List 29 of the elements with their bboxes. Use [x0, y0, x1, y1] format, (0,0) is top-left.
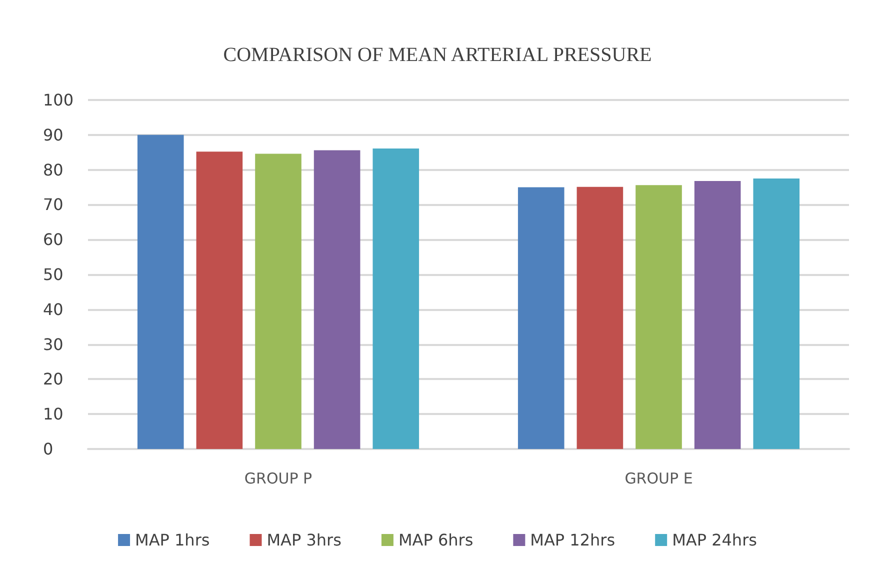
- x-tick-label: GROUP E: [624, 470, 693, 488]
- bar: [694, 180, 741, 449]
- legend-label: MAP 12hrs: [530, 530, 616, 550]
- bar: [255, 154, 302, 449]
- bar: [636, 185, 682, 449]
- legend-label: MAP 24hrs: [672, 530, 757, 550]
- legend-label: MAP 6hrs: [398, 530, 474, 550]
- y-tick-label: 60: [43, 230, 64, 250]
- bar: [314, 150, 360, 449]
- bar: [518, 187, 564, 449]
- x-tick-label: GROUP P: [244, 470, 312, 488]
- bar: [753, 178, 800, 449]
- y-tick-label: 90: [43, 125, 64, 144]
- y-tick-label: 10: [43, 404, 64, 424]
- y-tick-label: 100: [43, 90, 74, 110]
- legend-label: MAP 1hrs: [135, 530, 210, 550]
- y-tick-label: 20: [43, 370, 64, 389]
- bar: [196, 152, 243, 449]
- legend-label: MAP 3hrs: [266, 530, 342, 550]
- y-tick-label: 80: [43, 160, 64, 180]
- y-tick-label: 30: [43, 334, 64, 354]
- chart-title: COMPARISON OF MEAN ARTERIAL PRESSURE: [223, 44, 652, 66]
- bar: [372, 148, 420, 449]
- bar: [137, 134, 184, 449]
- bar: [576, 186, 624, 449]
- y-tick-label: 70: [43, 195, 64, 214]
- y-tick-label: 0: [43, 440, 54, 458]
- y-tick-label: 40: [43, 300, 64, 319]
- y-tick-label: 50: [43, 265, 64, 284]
